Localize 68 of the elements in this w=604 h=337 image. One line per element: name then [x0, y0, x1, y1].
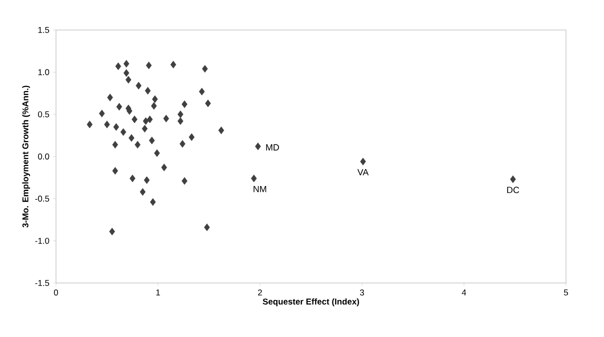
point	[136, 82, 142, 90]
point	[86, 120, 93, 128]
x-axis-title: Sequester Effect (Index)	[262, 298, 360, 306]
point	[151, 102, 157, 110]
x-tick-label: 4	[462, 290, 466, 296]
point	[163, 114, 170, 122]
y-tick-label: -0.5	[35, 196, 50, 202]
annotation: MD	[266, 144, 279, 150]
point	[142, 124, 148, 132]
point	[198, 88, 205, 96]
point	[140, 188, 146, 196]
point	[134, 140, 140, 148]
y-tick-label: 1.5	[38, 27, 50, 33]
point	[178, 110, 184, 118]
point	[130, 174, 136, 182]
point	[255, 142, 261, 150]
y-axis-title: 3-Mo. Employment Growth (%Ann.)	[22, 86, 30, 228]
point	[204, 224, 210, 232]
point	[360, 158, 366, 166]
point	[109, 228, 115, 236]
point	[188, 133, 195, 141]
point	[112, 140, 118, 148]
point	[154, 149, 160, 157]
point	[112, 167, 118, 175]
point	[182, 177, 188, 185]
point	[144, 86, 151, 95]
point	[126, 76, 132, 84]
y-tick-label: 0.5	[38, 111, 50, 118]
point	[115, 62, 122, 70]
point	[104, 120, 110, 128]
point	[107, 94, 113, 102]
point	[144, 176, 150, 184]
point	[180, 140, 186, 148]
point	[113, 123, 120, 131]
annotation: NM	[254, 186, 266, 192]
annotation: DC	[507, 186, 520, 194]
point	[152, 95, 158, 103]
point	[120, 128, 126, 136]
point	[132, 116, 138, 124]
y-tick-label: -1.5	[35, 280, 50, 286]
point	[178, 117, 184, 125]
x-tick-label: 3	[360, 290, 364, 296]
y-tick-label: -1.0	[35, 238, 50, 244]
point	[128, 134, 134, 142]
point	[250, 174, 257, 182]
x-tick-label: 0	[54, 290, 58, 296]
point	[161, 164, 168, 172]
y-tick-label: 1.0	[38, 69, 50, 76]
point	[150, 198, 156, 206]
point	[146, 62, 152, 70]
x-tick-label: 2	[258, 290, 262, 296]
point	[148, 136, 155, 144]
point	[99, 110, 105, 118]
point	[123, 60, 130, 68]
x-tick-label: 1	[156, 290, 160, 296]
point	[142, 117, 149, 125]
x-tick-label: 5	[564, 290, 568, 296]
point	[123, 69, 130, 77]
point	[510, 175, 516, 184]
point	[182, 100, 188, 108]
point	[170, 60, 176, 68]
point	[205, 100, 211, 108]
point	[202, 64, 208, 73]
point	[146, 116, 153, 124]
point	[218, 126, 224, 134]
point	[116, 102, 122, 111]
y-tick-label: 0.0	[38, 154, 50, 160]
annotation: VA	[357, 169, 369, 176]
